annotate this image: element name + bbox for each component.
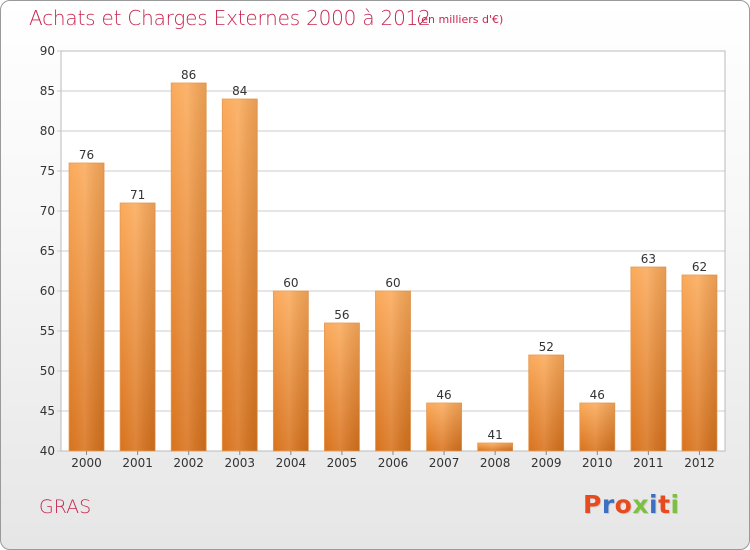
bar-shine — [579, 403, 615, 451]
y-tick-label: 65 — [40, 244, 55, 258]
x-tick-label: 2012 — [684, 456, 715, 470]
x-tick-label: 2002 — [173, 456, 204, 470]
y-tick-label: 80 — [40, 124, 55, 138]
data-label: 46 — [590, 388, 605, 402]
bar-shine — [273, 291, 309, 451]
x-tick-label: 2001 — [122, 456, 153, 470]
data-label: 46 — [436, 388, 451, 402]
x-tick-label: 2005 — [327, 456, 358, 470]
y-tick-label: 45 — [40, 404, 55, 418]
bar-shine — [375, 291, 411, 451]
data-label: 52 — [539, 340, 554, 354]
data-label: 41 — [488, 428, 503, 442]
bars — [68, 82, 718, 452]
y-tick-label: 75 — [40, 164, 55, 178]
logo-letter: o — [614, 490, 633, 519]
y-axis-ticks: 40 45 50 55 60 65 70 75 80 85 90 — [40, 44, 55, 458]
y-tick-label: 85 — [40, 84, 55, 98]
x-tick-label: 2011 — [633, 456, 664, 470]
data-labels: 76 71 86 84 60 56 60 46 41 52 46 63 62 — [79, 68, 707, 442]
x-tick-label: 2007 — [429, 456, 460, 470]
data-label: 84 — [232, 84, 247, 98]
logo-letter: r — [601, 490, 615, 519]
bar-shine — [681, 275, 717, 451]
x-tick-label: 2000 — [71, 456, 102, 470]
chart-title: Achats et Charges Externes 2000 à 2012 — [29, 6, 431, 30]
y-tick-label: 90 — [40, 44, 55, 58]
x-tick-label: 2010 — [582, 456, 613, 470]
y-tick-label: 70 — [40, 204, 55, 218]
bar-shine — [528, 355, 564, 451]
data-label: 56 — [334, 308, 349, 322]
bar-shine — [222, 99, 258, 451]
x-tick-label: 2004 — [276, 456, 307, 470]
logo-letter: P — [583, 490, 602, 519]
x-tick-label: 2009 — [531, 456, 562, 470]
bar-shine — [120, 203, 156, 451]
data-label: 71 — [130, 188, 145, 202]
logo-letter: t — [658, 490, 671, 519]
data-label: 63 — [641, 252, 656, 266]
data-label: 60 — [385, 276, 400, 290]
x-axis-ticks: 2000 2001 2002 2003 2004 2005 2006 2007 2008 2009… — [71, 451, 715, 470]
bar-shine — [426, 403, 462, 451]
data-label: 76 — [79, 148, 94, 162]
x-tick-label: 2003 — [224, 456, 255, 470]
commune-name: GRAS — [39, 496, 92, 518]
logo-letter: i — [649, 490, 659, 519]
chart-subtitle: (en milliers d'€) — [417, 13, 504, 26]
data-label: 86 — [181, 68, 196, 82]
x-tick-label: 2008 — [480, 456, 511, 470]
x-tick-label: 2006 — [378, 456, 409, 470]
bar-shine — [477, 443, 513, 451]
proxiti-logo: Proxiti — [583, 490, 680, 519]
y-tick-label: 50 — [40, 364, 55, 378]
bar-shine — [630, 267, 666, 451]
data-label: 60 — [283, 276, 298, 290]
logo-letter: i — [670, 490, 680, 519]
y-tick-label: 60 — [40, 284, 55, 298]
bar-shine — [69, 163, 105, 451]
bar-shine — [171, 83, 207, 451]
logo-letter: x — [632, 490, 649, 519]
bar-shine — [324, 323, 360, 451]
data-label: 62 — [692, 260, 707, 274]
y-tick-label: 55 — [40, 324, 55, 338]
y-tick-label: 40 — [40, 444, 55, 458]
